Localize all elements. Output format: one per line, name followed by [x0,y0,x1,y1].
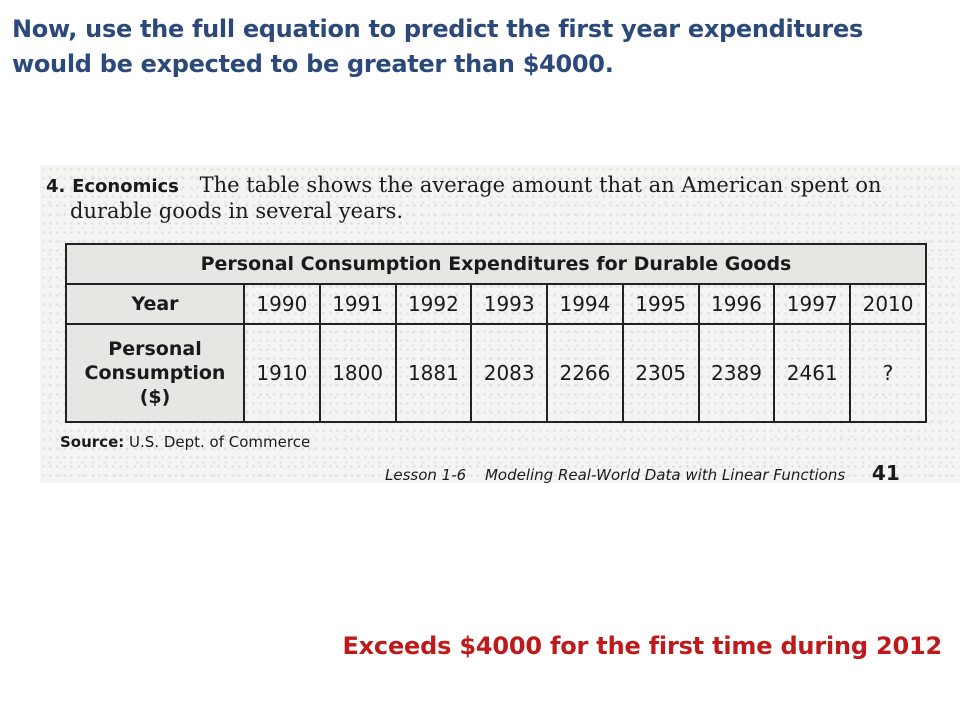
consumption-header-line: Personal [108,338,202,360]
value-cell: 2305 [621,323,700,423]
consumption-row: Personal Consumption ($) 1910 1800 1881 … [65,323,927,423]
year-cell: 1995 [621,283,700,325]
year-cell: 1996 [697,283,776,325]
problem-topic: Economics [72,176,179,197]
page-footer: Lesson 1-6 Modeling Real-World Data with… [385,461,900,485]
value-cell: 1910 [243,323,321,423]
consumption-header-line: Consumption [84,362,226,384]
prompt-text: Now, use the full equation to predict th… [12,15,863,78]
year-cell: 1990 [243,283,321,325]
source-text: U.S. Dept. of Commerce [129,433,311,451]
consumption-header-line: ($) [139,386,171,408]
value-cell: 2083 [470,323,549,423]
consumption-header: Personal Consumption ($) [65,323,245,423]
year-cell: 2010 [849,283,927,325]
value-cell: ? [849,323,927,423]
problem-number: 4. [46,176,66,197]
problem-statement: 4. Economics The table shows the average… [46,173,926,224]
source-note: Source: U.S. Dept. of Commerce [60,433,310,451]
source-label: Source: [60,433,125,451]
year-cell: 1992 [394,283,473,325]
footer-lesson: Lesson 1-6 [385,466,467,484]
value-cell: 2266 [546,323,624,423]
value-cell: 1800 [318,323,397,423]
footer-page-number: 41 [871,461,900,485]
value-cell: 2461 [773,323,852,423]
expenditure-table: Personal Consumption Expenditures for Du… [65,243,927,423]
answer-text: Exceeds $4000 for the first time during … [342,632,942,660]
problem-text-line2: durable goods in several years. [70,199,404,223]
year-header: Year [65,283,245,325]
value-cell: 1881 [394,323,473,423]
table-caption: Personal Consumption Expenditures for Du… [65,243,927,285]
footer-title: Modeling Real-World Data with Linear Fun… [484,466,846,484]
year-cell: 1994 [546,283,624,325]
year-cell: 1991 [318,283,397,325]
textbook-scan: 4. Economics The table shows the average… [40,165,960,485]
year-cell: 1997 [773,283,852,325]
value-cell: 2389 [697,323,776,423]
year-row: Year 1990 1991 1992 1993 1994 1995 1996 … [65,283,927,325]
problem-text-line1: The table shows the average amount that … [199,173,882,197]
year-cell: 1993 [470,283,549,325]
